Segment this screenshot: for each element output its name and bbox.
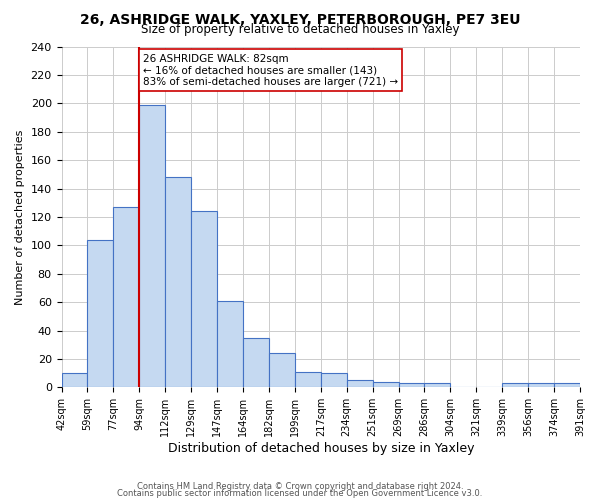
Bar (321, 373, 347, 388)
Y-axis label: Number of detached properties: Number of detached properties (15, 129, 25, 304)
Bar (62, 373, 88, 388)
Bar (424, 383, 451, 388)
Bar (373, 382, 398, 388)
Bar (88, 240, 113, 388)
Bar (398, 383, 424, 388)
Bar (554, 383, 580, 388)
Bar (347, 380, 373, 388)
Bar (165, 177, 191, 388)
Text: Contains public sector information licensed under the Open Government Licence v3: Contains public sector information licen… (118, 488, 482, 498)
Text: Contains HM Land Registry data © Crown copyright and database right 2024.: Contains HM Land Registry data © Crown c… (137, 482, 463, 491)
Bar (139, 104, 165, 388)
Bar (269, 354, 295, 388)
Bar (502, 383, 528, 388)
Text: Size of property relative to detached houses in Yaxley: Size of property relative to detached ho… (141, 22, 459, 36)
Bar (243, 338, 269, 388)
Bar (295, 372, 321, 388)
Bar (217, 300, 243, 388)
Text: 26, ASHRIDGE WALK, YAXLEY, PETERBOROUGH, PE7 3EU: 26, ASHRIDGE WALK, YAXLEY, PETERBOROUGH,… (80, 12, 520, 26)
Bar (528, 383, 554, 388)
Bar (191, 211, 217, 388)
X-axis label: Distribution of detached houses by size in Yaxley: Distribution of detached houses by size … (167, 442, 474, 455)
Bar (113, 207, 139, 388)
Text: 26 ASHRIDGE WALK: 82sqm
← 16% of detached houses are smaller (143)
83% of semi-d: 26 ASHRIDGE WALK: 82sqm ← 16% of detache… (143, 54, 398, 87)
